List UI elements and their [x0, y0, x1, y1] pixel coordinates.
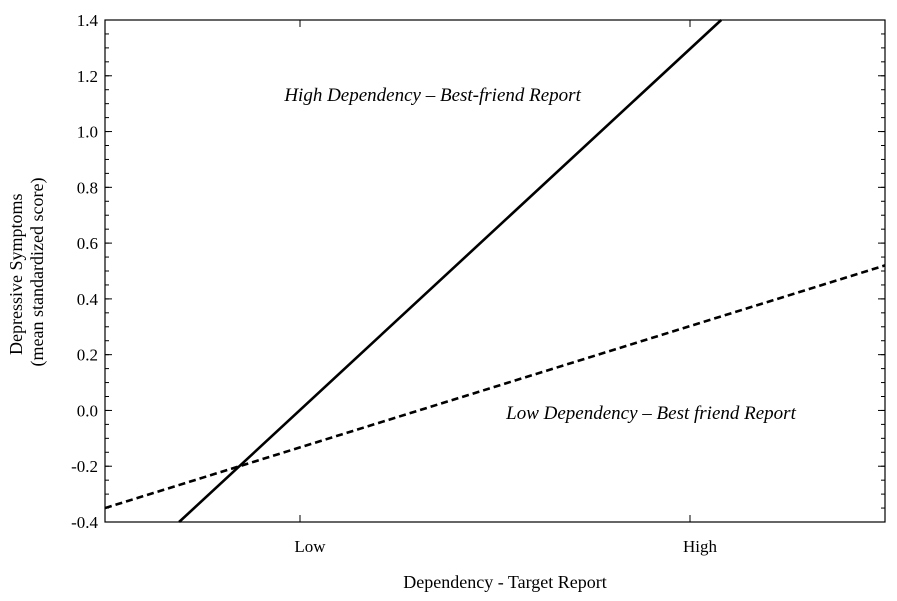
series-line	[104, 264, 886, 510]
y-axis-title-line-1: Depressive Symptoms	[6, 194, 26, 356]
y-tick-label: -0.4	[71, 513, 98, 532]
x-tick-label: Low	[294, 537, 326, 556]
y-tick-label: 0.4	[77, 290, 99, 309]
y-tick-label: 1.4	[77, 11, 99, 30]
y-axis-title: Depressive Symptoms (mean standardized s…	[6, 178, 48, 367]
x-axis-ticks: Low High	[294, 20, 718, 556]
series-layer	[104, 19, 886, 523]
series-line	[178, 19, 723, 523]
y-tick-label: 1.2	[77, 67, 98, 86]
y-tick-label: -0.2	[71, 457, 98, 476]
series-annotation: High Dependency – Best-friend Report	[283, 85, 581, 106]
x-axis-title: Dependency - Target Report	[403, 572, 607, 592]
series-annotation: Low Dependency – Best friend Report	[505, 403, 796, 424]
annotation-layer: High Dependency – Best-friend Report Low …	[283, 85, 796, 424]
x-tick-label: High	[683, 537, 718, 556]
y-tick-label: 0.6	[77, 234, 98, 253]
y-tick-label: 0.8	[77, 178, 98, 197]
y-axis-ticks: 1.4 1.2 1.0 0.8 0.6 0.4 0.2 0.0 -0.2 -0.4	[71, 11, 885, 532]
y-tick-label: 0.2	[77, 346, 98, 365]
y-axis-title-line-2: (mean standardized score)	[27, 178, 48, 367]
y-tick-label: 1.0	[77, 123, 98, 142]
y-tick-label: 0.0	[77, 401, 98, 420]
